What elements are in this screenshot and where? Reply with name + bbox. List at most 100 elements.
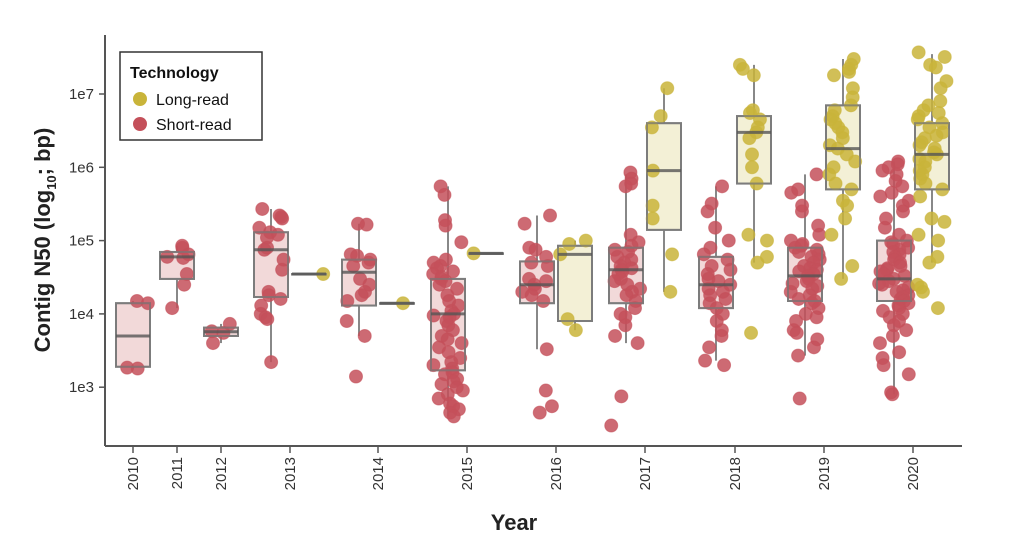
data-point: [524, 288, 539, 303]
box-group-2019-long-read: [822, 52, 863, 286]
legend-label-short-read: Short-read: [156, 117, 232, 134]
x-tick-label: 2012: [213, 457, 230, 490]
box-group-2014-long-read: [379, 296, 415, 311]
data-point: [446, 264, 461, 279]
data-point: [544, 399, 559, 414]
x-tick-label: 2013: [282, 457, 299, 490]
data-point: [538, 383, 553, 398]
data-point: [354, 288, 369, 303]
box-outline: [736, 115, 772, 185]
data-point: [426, 308, 441, 323]
box-group-2018-short-read: [696, 179, 738, 373]
x-tick-label: 2011: [169, 457, 186, 489]
data-point: [875, 163, 890, 178]
data-point: [260, 240, 275, 255]
box-group-2011-short-read: [159, 238, 196, 316]
data-point: [809, 167, 824, 182]
data-point: [848, 154, 863, 169]
data-point: [578, 233, 593, 248]
data-point: [361, 255, 376, 270]
box-group-2017-long-read: [644, 81, 682, 299]
data-point: [700, 204, 715, 219]
data-point: [644, 120, 659, 135]
data-point: [698, 353, 713, 368]
data-point: [812, 227, 827, 242]
data-point: [924, 211, 939, 226]
data-point: [721, 233, 736, 248]
x-tick-label: 2017: [637, 457, 654, 490]
y-tick-label: 1e3: [69, 379, 94, 396]
legend-marker-long-read: [133, 92, 147, 106]
x-tick-label: 2018: [727, 457, 744, 490]
data-point: [340, 293, 355, 308]
data-point: [885, 387, 900, 402]
data-point: [539, 342, 554, 357]
y-tick-label: 1e5: [69, 233, 94, 250]
data-point: [348, 369, 363, 384]
data-point: [933, 94, 948, 109]
data-point: [838, 211, 853, 226]
data-point: [745, 147, 760, 162]
data-point: [933, 81, 948, 96]
box-group-2017-short-read: [604, 165, 648, 433]
data-point: [912, 138, 927, 153]
x-tick-label: 2020: [905, 457, 922, 490]
data-point: [735, 61, 750, 76]
data-point: [723, 262, 738, 277]
data-point: [524, 255, 539, 270]
data-point: [937, 214, 952, 229]
data-point: [750, 255, 765, 270]
data-point: [645, 211, 660, 226]
data-point: [260, 312, 275, 327]
data-point: [791, 348, 806, 363]
data-point: [359, 217, 374, 232]
box-group-2010-short-read: [115, 293, 155, 376]
data-point: [165, 301, 180, 316]
data-point: [834, 271, 849, 286]
legend: Technology Long-read Short-read: [119, 51, 263, 141]
data-point: [437, 187, 452, 202]
legend-marker-short-read: [133, 117, 147, 131]
box-outline: [787, 246, 823, 302]
data-point: [746, 68, 761, 83]
data-point: [872, 336, 887, 351]
data-point: [255, 201, 270, 216]
data-point: [892, 345, 907, 360]
box-group-2018-long-read: [732, 57, 774, 340]
data-point: [618, 179, 633, 194]
data-point: [450, 281, 465, 296]
data-point: [438, 218, 453, 233]
box-outline: [608, 246, 644, 305]
data-point: [339, 314, 354, 329]
data-point: [357, 328, 372, 343]
data-point: [792, 391, 807, 406]
data-point: [918, 176, 933, 191]
data-point: [532, 405, 547, 420]
data-point: [928, 60, 943, 75]
y-tick-label: 1e7: [69, 86, 94, 103]
data-point: [454, 336, 469, 351]
data-point: [536, 293, 551, 308]
box-outline: [519, 260, 555, 305]
data-point: [824, 227, 839, 242]
box-outline: [698, 255, 734, 310]
data-point: [922, 255, 937, 270]
y-axis-ticks: 1e3 1e4 1e5 1e6 1e7: [69, 86, 105, 396]
data-point: [663, 284, 678, 299]
data-point: [715, 179, 730, 194]
box-outline: [646, 122, 682, 231]
data-point: [937, 49, 952, 64]
data-point: [759, 233, 774, 248]
legend-label-long-read: Long-read: [156, 92, 229, 109]
data-point: [806, 340, 821, 355]
x-tick-label: 2014: [370, 457, 387, 490]
x-tick-label: 2019: [816, 457, 833, 490]
data-point: [446, 409, 461, 424]
data-point: [845, 259, 860, 274]
y-tick-label: 1e6: [69, 159, 94, 176]
data-point: [791, 244, 806, 259]
data-point: [614, 389, 629, 404]
x-axis-ticks: 2010 2011 2012 2013 2014 2015 2016 2017 2018 2019…: [125, 446, 922, 490]
data-point: [911, 45, 926, 60]
